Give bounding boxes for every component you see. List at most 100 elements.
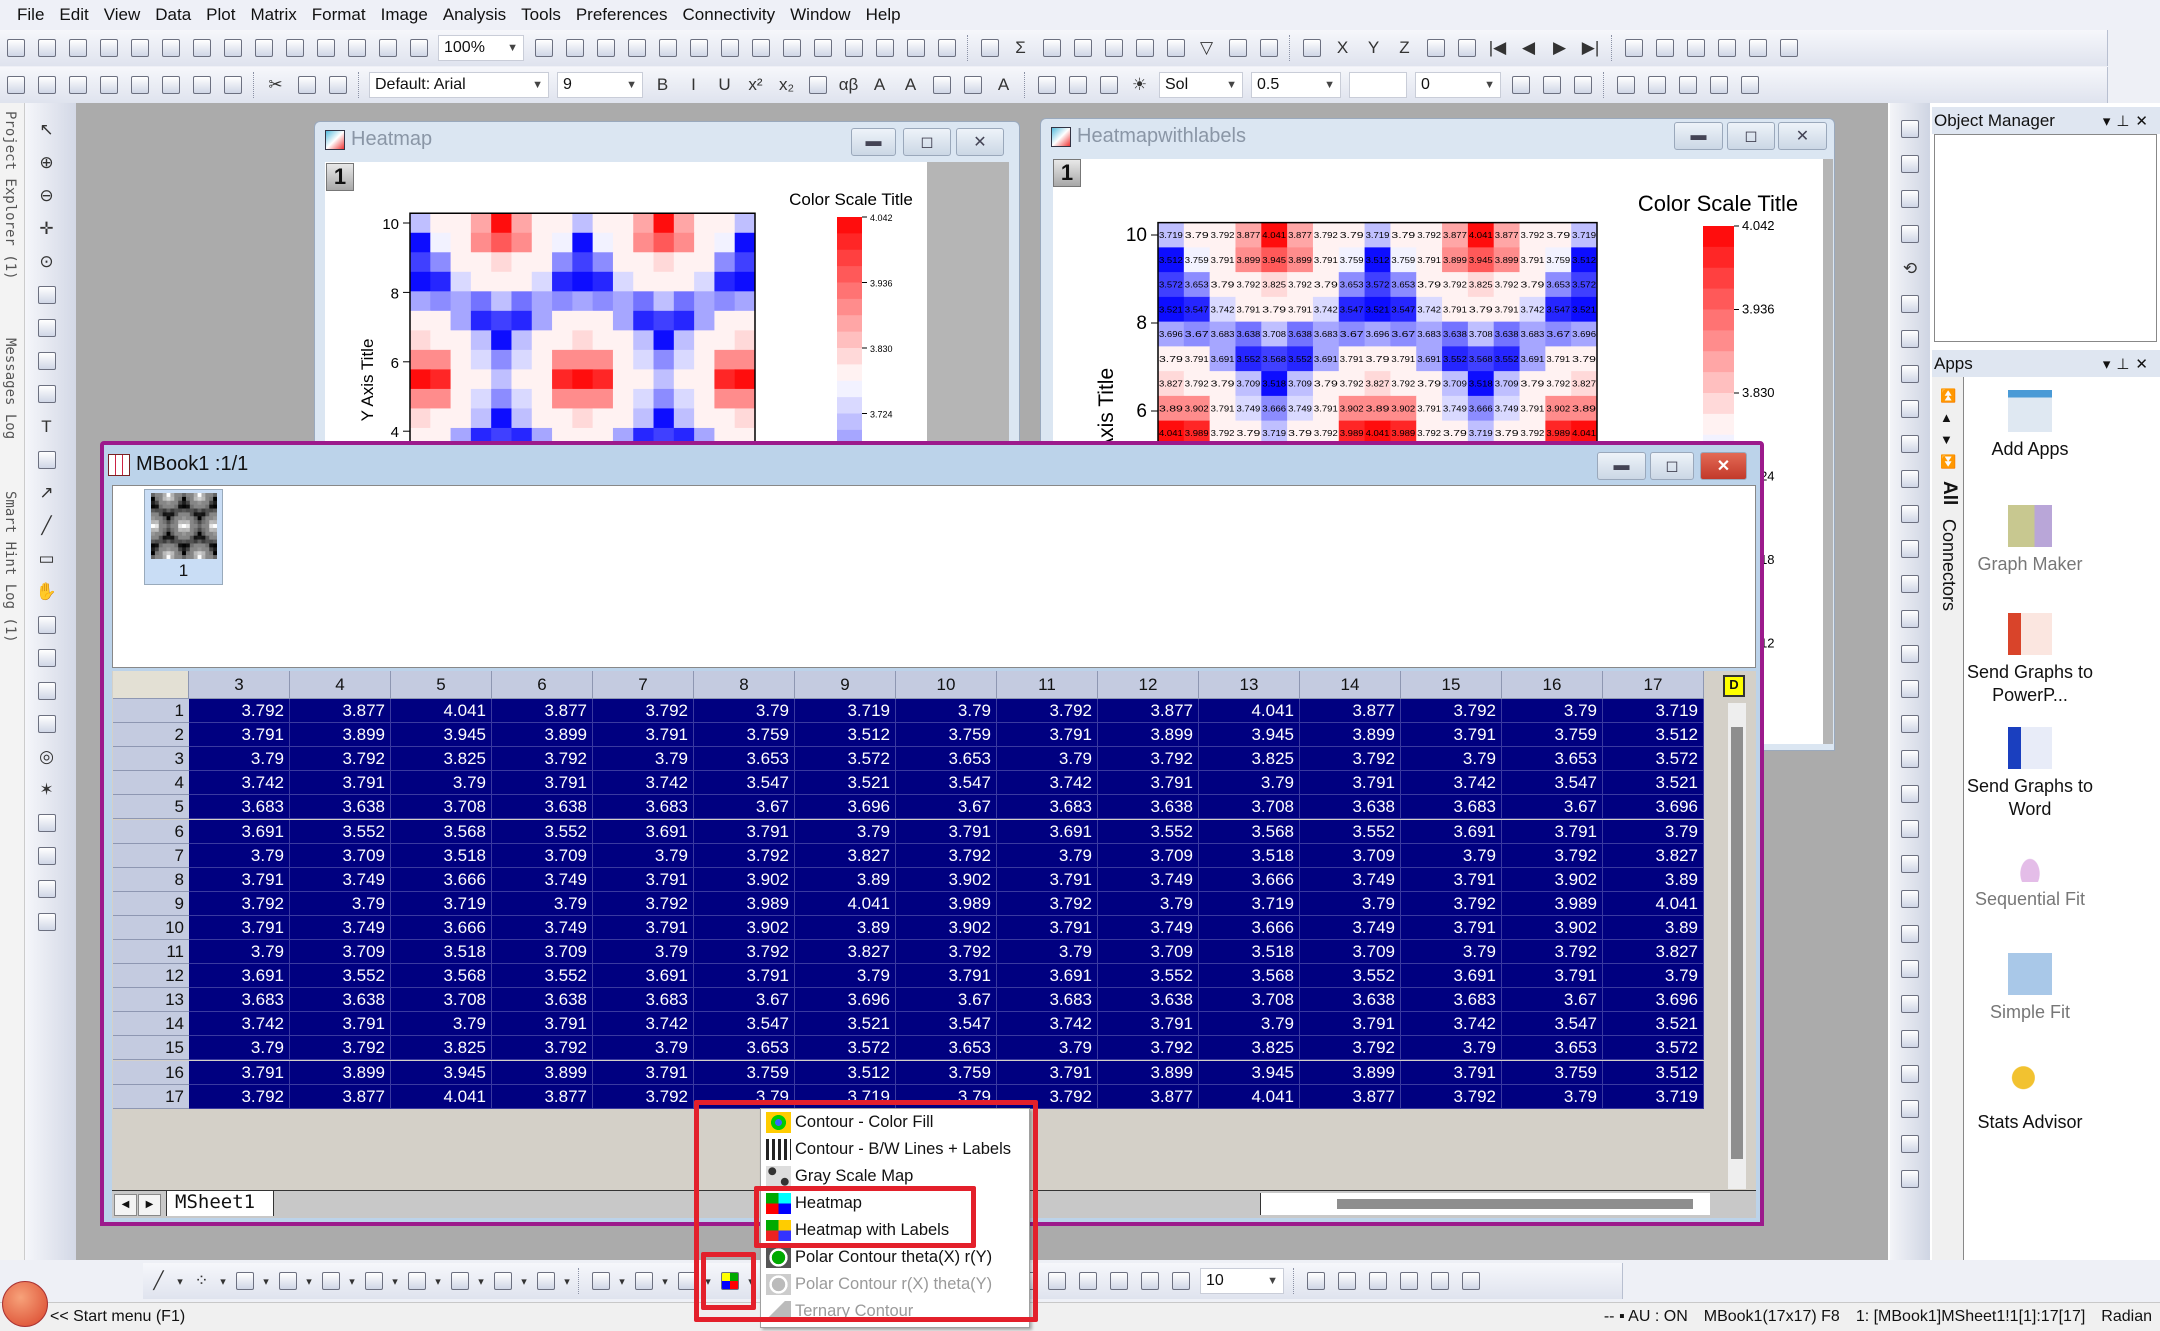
matrix-cell[interactable]: 3.989 (896, 891, 997, 916)
matrix-cell[interactable]: 3.79 (896, 1084, 997, 1109)
copy-icon[interactable] (293, 72, 320, 99)
font-size-combo[interactable]: 9 ▼ (557, 72, 643, 98)
matrix-cell[interactable]: 3.719 (795, 699, 896, 724)
row-header[interactable]: 1 (113, 699, 189, 724)
delete-column-icon[interactable] (95, 72, 122, 99)
matrix-cell[interactable]: 3.572 (1603, 747, 1704, 772)
unmask-matrix-icon[interactable] (1333, 1268, 1360, 1295)
matrix-cell[interactable]: 3.79 (997, 843, 1098, 868)
matrix-cell[interactable]: 3.89 (1603, 915, 1704, 940)
column-header[interactable]: 8 (694, 671, 795, 699)
matrix-cell[interactable]: 3.792 (189, 1084, 290, 1109)
add-column-icon[interactable] (933, 35, 960, 62)
add-columns-icon[interactable] (64, 72, 91, 99)
cut-icon[interactable]: ✂ (268, 75, 283, 94)
menu-item-heatmap-with-labels[interactable]: Heatmap with Labels (761, 1217, 1029, 1244)
matrix-cell[interactable]: 3.89 (795, 867, 896, 892)
matrix-cell[interactable]: 3.877 (492, 699, 593, 724)
line-style-combo[interactable]: Sol ▼ (1159, 72, 1243, 98)
matrix-cell[interactable]: 3.945 (1199, 723, 1300, 748)
matrix-cell[interactable]: 3.89 (1603, 867, 1704, 892)
matrix-cell[interactable]: 3.989 (1502, 891, 1603, 916)
close-button[interactable]: ✕ (956, 128, 1004, 156)
matrix-cell[interactable]: 3.902 (694, 915, 795, 940)
matrix-cell[interactable]: 3.792 (1401, 891, 1502, 916)
sum-icon[interactable]: Σ (1015, 38, 1026, 57)
matrix-cell[interactable]: 3.79 (997, 940, 1098, 965)
matrix-cell[interactable]: 3.792 (694, 940, 795, 965)
horizontal-spread-icon[interactable] (1426, 1268, 1453, 1295)
matrix-cell[interactable]: 3.547 (694, 1012, 795, 1037)
chevron-down-icon[interactable]: ▾ (564, 1275, 570, 1288)
draw-data-icon[interactable] (33, 347, 60, 374)
italic-icon[interactable]: I (691, 75, 696, 94)
font-color-icon[interactable]: A (997, 75, 1010, 94)
distribute-v-icon[interactable] (1897, 920, 1924, 947)
matrix-cell[interactable]: 3.708 (1199, 988, 1300, 1013)
column-header[interactable]: 16 (1502, 671, 1603, 699)
matrix-cell[interactable]: 3.792 (694, 843, 795, 868)
axis-custom-icon[interactable] (1897, 640, 1924, 667)
column-header[interactable]: 3 (189, 671, 290, 699)
matrix-object-thumbnail[interactable]: 1 (144, 489, 223, 585)
matrix-cell[interactable]: 3.79 (189, 1036, 290, 1061)
matrix-cell[interactable]: 3.899 (1098, 723, 1199, 748)
matrix-cell[interactable]: 3.791 (896, 819, 997, 844)
matrix-cell[interactable]: 3.791 (290, 771, 391, 796)
matrix-cell[interactable]: 3.67 (896, 795, 997, 820)
matrix-cell[interactable]: 3.568 (391, 964, 492, 989)
multi-panel-icon[interactable] (317, 1268, 344, 1295)
column-header[interactable]: 10 (896, 671, 997, 699)
matrix-cell[interactable]: 3.791 (189, 1060, 290, 1085)
line-plot-icon[interactable]: ╱ (153, 1271, 164, 1290)
data-info-icon[interactable]: D (1723, 675, 1745, 697)
matrix-cell[interactable]: 3.653 (694, 1036, 795, 1061)
column-header[interactable]: 4 (290, 671, 391, 699)
gridlines-icon[interactable] (1538, 72, 1565, 99)
insert-table-icon[interactable] (33, 677, 60, 704)
row-header[interactable]: 12 (113, 964, 189, 989)
matrix-cell[interactable]: 3.518 (1199, 843, 1300, 868)
matrix-cell[interactable]: 3.899 (290, 1060, 391, 1085)
matrix-cell[interactable]: 3.653 (896, 747, 997, 772)
matrix-cell[interactable]: 3.899 (1300, 723, 1401, 748)
app-simple-fit[interactable]: Simple Fit (1960, 953, 2100, 1024)
screen-reader-icon[interactable]: ✛ (39, 218, 54, 238)
matrix-cell[interactable]: 3.792 (1401, 1084, 1502, 1109)
menu-edit[interactable]: Edit (59, 5, 89, 24)
menu-matrix[interactable]: Matrix (250, 5, 297, 24)
arrow-icon[interactable]: ↗ (39, 482, 54, 502)
set-values-icon[interactable] (219, 72, 246, 99)
matrix-cell[interactable]: 3.547 (896, 771, 997, 796)
superscript-icon[interactable]: x² (748, 75, 763, 94)
matrix-cell[interactable]: 3.791 (997, 867, 1098, 892)
matrix-dims-icon[interactable] (188, 72, 215, 99)
zoom-out-icon[interactable]: ⊖ (39, 185, 54, 205)
matrix-cell[interactable]: 3.512 (1603, 723, 1704, 748)
set-error-icon[interactable] (1422, 35, 1449, 62)
matrix-cell[interactable]: 3.552 (290, 819, 391, 844)
matrix-cell[interactable]: 3.709 (492, 940, 593, 965)
matrix-cell[interactable]: 3.79 (593, 843, 694, 868)
matrix-cell[interactable]: 3.79 (896, 699, 997, 724)
pattern-icon[interactable] (1507, 72, 1534, 99)
data-reader-icon[interactable]: ⊙ (39, 251, 54, 271)
matrix-cell[interactable]: 3.638 (1098, 795, 1199, 820)
matrix-cell[interactable]: 3.79 (694, 1084, 795, 1109)
folder-icon[interactable] (33, 875, 60, 902)
matrix-cell[interactable]: 3.827 (795, 843, 896, 868)
matrix-cell[interactable]: 3.792 (1502, 843, 1603, 868)
front-icon[interactable] (1897, 1060, 1924, 1087)
greek-icon[interactable]: αβ (838, 75, 859, 94)
text-tool-icon[interactable]: T (41, 416, 52, 436)
template-library-icon[interactable] (532, 1268, 559, 1295)
matrix-cell[interactable]: 3.791 (593, 723, 694, 748)
arrange-icon[interactable] (1457, 1268, 1484, 1295)
matrix-cell[interactable]: 3.683 (997, 988, 1098, 1013)
matrix-cell[interactable]: 3.759 (694, 723, 795, 748)
matrix-cell[interactable]: 3.521 (1603, 771, 1704, 796)
last-icon[interactable]: ▶| (1581, 38, 1600, 57)
matrix-cell[interactable]: 3.683 (997, 795, 1098, 820)
column-header[interactable]: 13 (1199, 671, 1300, 699)
matrix-cell[interactable]: 3.79 (1603, 964, 1704, 989)
